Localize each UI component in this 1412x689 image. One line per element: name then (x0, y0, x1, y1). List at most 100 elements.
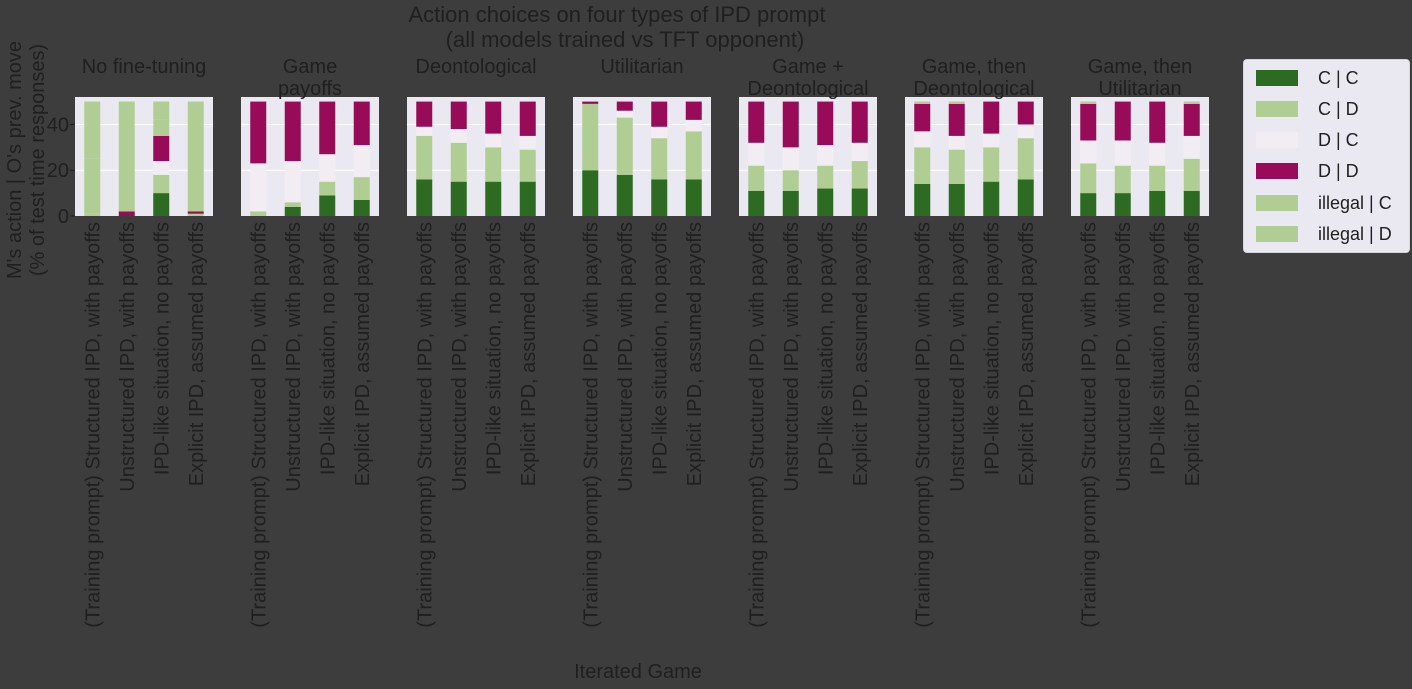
bar-segment-c-d (782, 170, 799, 191)
x-tick-label: Explicit IPD, assumed payoffs (186, 222, 208, 486)
bar-segment-d-d (519, 101, 536, 136)
bar-segment-c-c (1080, 193, 1097, 216)
bar-segment-illegal-d (84, 101, 101, 159)
y-axis-label-line1: M's action | O's prev. move (4, 41, 26, 279)
bar-segment-d-d (1080, 103, 1097, 141)
bar-segment-d-d (118, 211, 135, 216)
bar-segment-c-d (851, 161, 868, 189)
panel-title: No fine-tuning (82, 56, 207, 78)
x-tick-label: (Training prompt) Structured IPD, with p… (746, 222, 768, 628)
bar-segment-illegal-c (187, 156, 204, 212)
bar-segment-c-d (1080, 163, 1097, 194)
x-tick-label: (Training prompt) Structured IPD, with p… (82, 222, 104, 628)
x-tick-label: (Training prompt) Structured IPD, with p… (912, 222, 934, 628)
bar-segment-d-d (250, 101, 267, 164)
legend-swatch-dc (1256, 132, 1298, 148)
x-tick-label: Unstructured IPD, with payoffs (117, 222, 139, 492)
panel-title: payoffs (278, 78, 342, 100)
y-tick-label: 20 (47, 160, 69, 182)
bar-segment-d-d (153, 135, 170, 162)
bar-segment-c-c (914, 183, 931, 216)
x-tick-label: IPD-like situation, no payoffs (815, 222, 837, 475)
bar-segment-illegal-d (153, 101, 170, 120)
legend-swatch-cc (1256, 70, 1298, 86)
bar-segment-c-c (1017, 179, 1034, 216)
legend-item-illegal-c: illegal | C (1256, 192, 1392, 214)
bar-segment-d-d (416, 101, 433, 127)
legend-item-dd: D | D (1256, 160, 1359, 182)
bar-segment-d-c (782, 147, 799, 171)
x-tick-label: Explicit IPD, assumed payoffs (518, 222, 540, 486)
bar-segment-c-d (416, 135, 433, 180)
bar-segment-c-d (616, 117, 633, 175)
x-tick-label: IPD-like situation, no payoffs (981, 222, 1003, 475)
bar-segment-c-d (353, 177, 370, 200)
bar-segment-d-c (250, 163, 267, 212)
bar-segment-d-d (1017, 101, 1034, 125)
bar-segment-c-c (284, 206, 301, 216)
bar-segment-c-d (450, 142, 467, 182)
x-tick-label: Explicit IPD, assumed payoffs (850, 222, 872, 486)
bar-segment-d-c (817, 145, 834, 166)
legend-item-cc: C | C (1256, 67, 1359, 89)
bar-segment-c-d (1183, 158, 1200, 191)
bar-segment-d-c (914, 131, 931, 148)
bar-segment-d-d (651, 101, 668, 127)
bar-segment-d-d (353, 101, 370, 146)
bar-segment-c-d (319, 181, 336, 196)
bar-segment-d-d (616, 101, 633, 111)
bar-segment-c-c (1183, 190, 1200, 216)
bar-segment-c-c (817, 188, 834, 216)
x-tick-label: (Training prompt) Structured IPD, with p… (414, 222, 436, 628)
x-tick-label: IPD-like situation, no payoffs (151, 222, 173, 475)
x-tick-label: Unstructured IPD, with payoffs (1113, 222, 1135, 492)
bar-segment-d-c (153, 161, 170, 175)
y-tick-label: 0 (58, 206, 69, 228)
bar-segment-c-c (782, 190, 799, 216)
bar-segment-c-d (187, 213, 204, 216)
panel-title: Utilitarian (1098, 78, 1181, 100)
bar-segment-d-c (284, 161, 301, 203)
bar-segment-c-d (582, 103, 599, 171)
bar-segment-c-c (450, 181, 467, 216)
bar-segment-c-d (914, 147, 931, 184)
bar-segment-c-c (748, 190, 765, 216)
bar-segment-c-c (616, 174, 633, 216)
bar-segment-c-d (284, 202, 301, 207)
panel-title: Game, then (922, 56, 1027, 78)
bar-segment-c-d (84, 213, 101, 216)
panel-title: Deontological (913, 78, 1034, 100)
bar-segment-d-c (748, 142, 765, 166)
bar-segment-c-d (1017, 138, 1034, 180)
bar-segment-c-d (748, 165, 765, 191)
bar-segment-c-d (485, 147, 502, 182)
bar-segment-c-d (948, 149, 965, 184)
legend-label-illegal-c: illegal | C (1318, 192, 1392, 213)
x-axis-label: Iterated Game (574, 661, 702, 683)
bar-segment-d-c (1080, 140, 1097, 164)
bar-segment-d-c (416, 126, 433, 136)
bar-segment-d-c (485, 133, 502, 148)
legend-item-dc: D | C (1256, 129, 1359, 151)
panel-title: Utilitarian (600, 56, 683, 78)
bar-segment-c-d (1114, 165, 1131, 194)
x-tick-label: IPD-like situation, no payoffs (1147, 222, 1169, 475)
x-tick-label: Unstructured IPD, with payoffs (283, 222, 305, 492)
bar-segment-d-c (319, 154, 336, 182)
x-tick-label: (Training prompt) Structured IPD, with p… (1078, 222, 1100, 628)
panel-4: Utilitarian (Training prompt) Structured … (573, 56, 711, 628)
bar-segment-d-d (450, 101, 467, 130)
bar-segment-c-d (153, 174, 170, 194)
bar-segment-d-d (1149, 101, 1166, 143)
bar-segment-d-c (685, 119, 702, 132)
bar-segment-c-c (519, 181, 536, 216)
bar-segment-c-c (582, 170, 599, 216)
bar-segment-d-d (914, 103, 931, 132)
panel-5: Game +Deontological (Training prompt) Str… (739, 56, 877, 628)
bar-segment-d-c (616, 110, 633, 118)
bar-segment-illegal-c (153, 119, 170, 136)
panel-title: Deontological (747, 78, 868, 100)
